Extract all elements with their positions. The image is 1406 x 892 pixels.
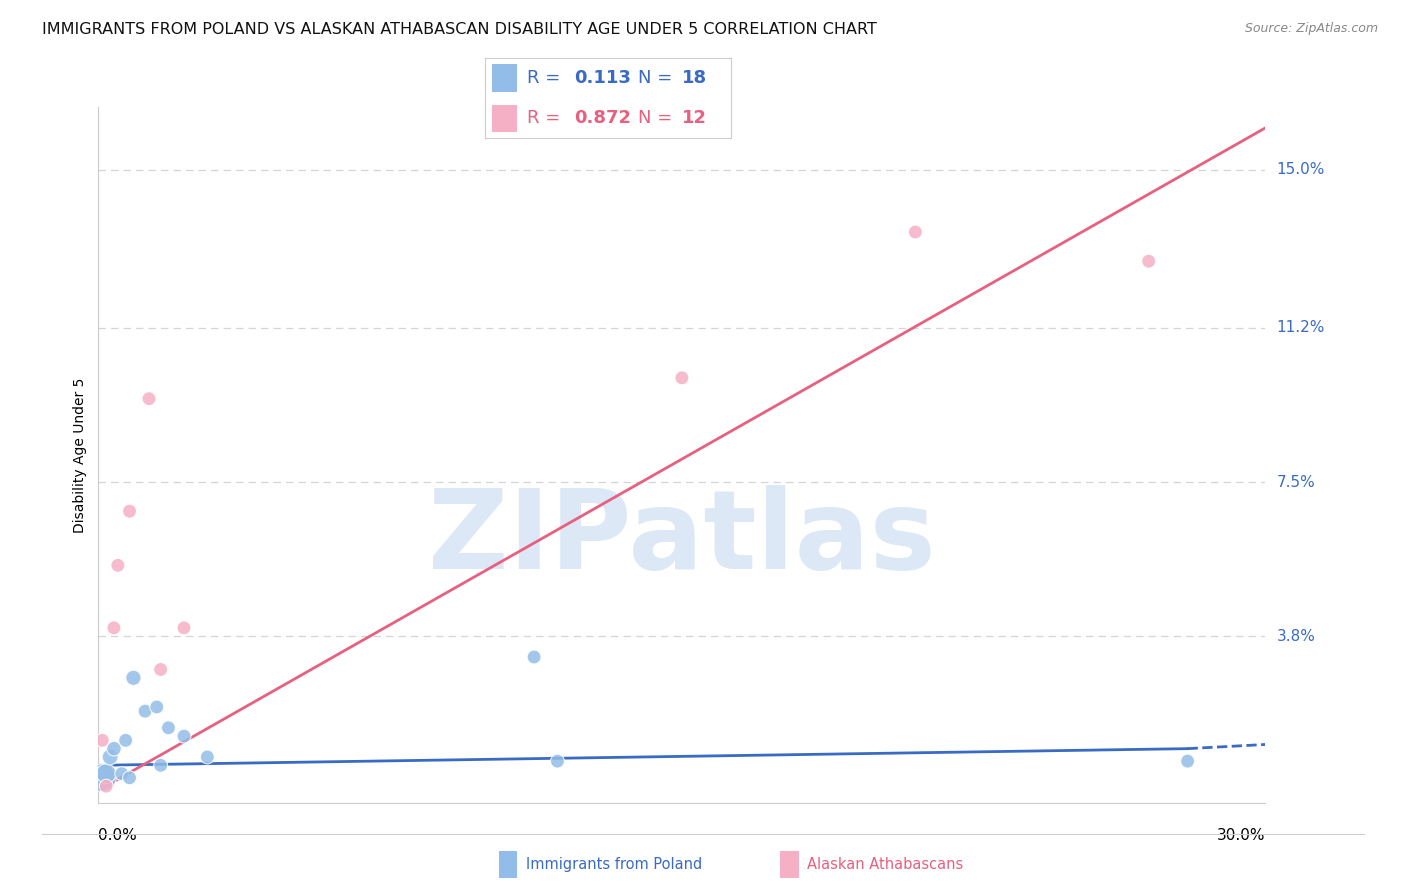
Point: [1177, 754, 1199, 768]
Point: [98, 750, 121, 764]
Text: Immigrants from Poland: Immigrants from Poland: [526, 857, 702, 871]
Point: [103, 741, 125, 756]
Point: [118, 504, 141, 518]
Point: [546, 754, 568, 768]
Point: [1137, 254, 1160, 268]
Point: [111, 766, 134, 780]
Point: [904, 225, 927, 239]
Point: [96, 766, 118, 780]
Point: [149, 758, 172, 772]
Point: [523, 650, 546, 665]
Point: [118, 771, 141, 785]
Text: 3.8%: 3.8%: [1277, 629, 1316, 644]
Point: [149, 663, 172, 677]
Point: [91, 771, 114, 785]
Point: [146, 700, 169, 714]
Text: 0.113: 0.113: [574, 69, 630, 87]
Text: N =: N =: [638, 69, 678, 87]
Point: [671, 371, 693, 385]
Point: [173, 621, 195, 635]
Text: N =: N =: [638, 109, 678, 128]
Point: [195, 750, 218, 764]
Point: [134, 704, 156, 718]
Point: [114, 733, 136, 747]
Point: [103, 621, 125, 635]
Point: [91, 733, 114, 747]
Point: [157, 721, 180, 735]
Bar: [492, 104, 517, 132]
Text: 7.5%: 7.5%: [1277, 475, 1315, 490]
Text: Alaskan Athabascans: Alaskan Athabascans: [807, 857, 963, 871]
Point: [122, 671, 145, 685]
Text: 30.0%: 30.0%: [1218, 828, 1265, 843]
Y-axis label: Disability Age Under 5: Disability Age Under 5: [73, 377, 87, 533]
Text: Source: ZipAtlas.com: Source: ZipAtlas.com: [1244, 22, 1378, 36]
Text: R =: R =: [527, 109, 565, 128]
Point: [96, 779, 118, 793]
Bar: [492, 64, 517, 92]
Text: ZIPatlas: ZIPatlas: [427, 485, 936, 592]
Text: IMMIGRANTS FROM POLAND VS ALASKAN ATHABASCAN DISABILITY AGE UNDER 5 CORRELATION : IMMIGRANTS FROM POLAND VS ALASKAN ATHABA…: [42, 22, 877, 37]
Text: 12: 12: [682, 109, 707, 128]
Text: 18: 18: [682, 69, 707, 87]
Text: 0.872: 0.872: [574, 109, 631, 128]
Point: [107, 558, 129, 573]
Text: 0.0%: 0.0%: [98, 828, 138, 843]
Point: [138, 392, 160, 406]
Text: 15.0%: 15.0%: [1277, 162, 1324, 177]
Text: R =: R =: [527, 69, 565, 87]
Point: [173, 729, 195, 743]
Text: 11.2%: 11.2%: [1277, 320, 1324, 335]
